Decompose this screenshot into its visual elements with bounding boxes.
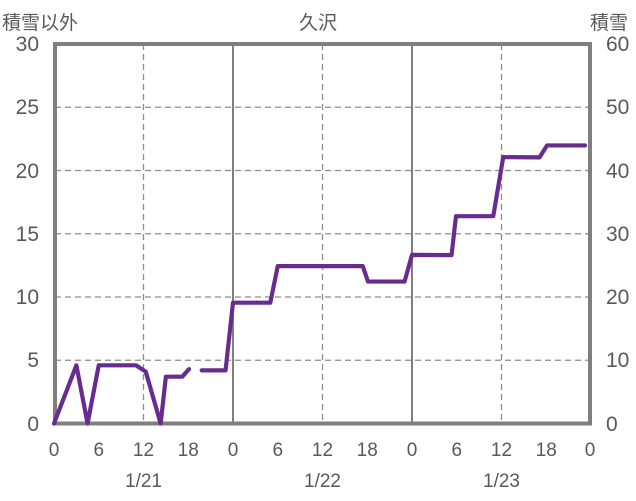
svg-text:1/23: 1/23	[483, 471, 520, 492]
svg-text:25: 25	[16, 96, 39, 119]
svg-text:30: 30	[16, 33, 39, 56]
svg-text:5: 5	[27, 349, 39, 372]
svg-text:0: 0	[228, 440, 239, 461]
svg-text:18: 18	[357, 440, 378, 461]
svg-text:20: 20	[606, 286, 629, 309]
svg-text:18: 18	[536, 440, 557, 461]
svg-text:0: 0	[49, 440, 60, 461]
svg-text:0: 0	[585, 440, 596, 461]
svg-text:40: 40	[606, 160, 629, 183]
svg-text:20: 20	[16, 160, 39, 183]
svg-text:6: 6	[451, 440, 462, 461]
svg-text:0: 0	[407, 440, 418, 461]
svg-text:50: 50	[606, 96, 629, 119]
svg-text:0: 0	[27, 413, 39, 436]
svg-text:12: 12	[133, 440, 154, 461]
svg-text:12: 12	[491, 440, 512, 461]
svg-text:10: 10	[606, 349, 629, 372]
svg-text:15: 15	[16, 223, 39, 246]
svg-text:1/22: 1/22	[304, 471, 341, 492]
svg-text:6: 6	[272, 440, 283, 461]
svg-text:12: 12	[312, 440, 333, 461]
svg-text:18: 18	[178, 440, 199, 461]
svg-text:60: 60	[606, 33, 629, 56]
svg-text:10: 10	[16, 286, 39, 309]
svg-text:30: 30	[606, 223, 629, 246]
svg-text:6: 6	[93, 440, 104, 461]
svg-text:0: 0	[606, 413, 618, 436]
svg-text:1/21: 1/21	[125, 471, 162, 492]
